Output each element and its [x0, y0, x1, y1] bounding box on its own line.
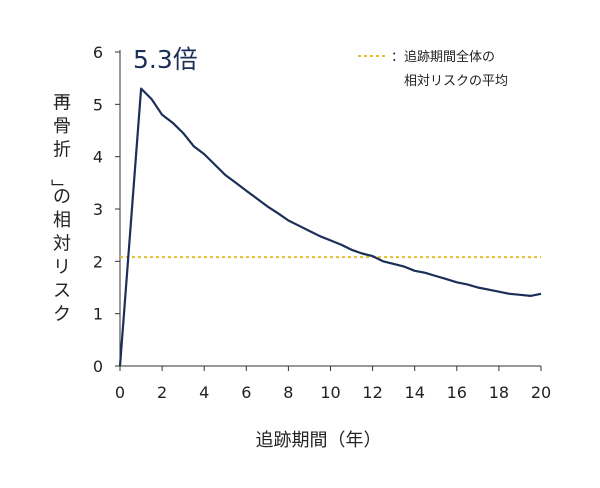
y-axis-title-char: の [53, 187, 71, 208]
x-tick-label: 6 [241, 383, 251, 402]
y-axis-title-char: 折 [53, 140, 71, 161]
x-tick-label: 14 [405, 383, 425, 402]
y-tick-label: 2 [93, 252, 103, 271]
y-axis-title-char: ク [53, 304, 71, 325]
x-tick-label: 2 [157, 383, 167, 402]
x-tick-label: 16 [447, 383, 467, 402]
x-tick-label: 8 [283, 383, 293, 402]
y-tick-label: 1 [93, 305, 103, 324]
x-tick-label: 10 [320, 383, 340, 402]
y-axis-title-char: 骨 [53, 116, 71, 137]
y-axis-title-char: 再 [53, 93, 71, 114]
y-axis-title-char: ス [53, 281, 71, 302]
peak-annotation: 5.3倍 [133, 45, 198, 74]
x-tick-label: 0 [115, 383, 125, 402]
series-layer [118, 87, 542, 367]
y-axis-title-char: 」 [48, 179, 69, 197]
y-tick-label: 4 [93, 148, 103, 167]
y-tick-label: 6 [93, 43, 103, 62]
y-tick-label: 3 [93, 200, 103, 219]
y-axis-title: 「再骨折」の相対リスク [48, 85, 71, 325]
y-axis-title-char: リ [53, 257, 71, 278]
axes [115, 50, 542, 371]
legend-line2: 相対リスクの平均 [404, 74, 508, 89]
y-tick-label: 0 [93, 357, 103, 376]
y-axis-title-char: 「 [48, 85, 69, 103]
x-tick-label: 12 [362, 383, 382, 402]
legend-line1: ：追跡期間全体の [391, 49, 495, 65]
x-tick-label: 20 [531, 383, 551, 402]
x-tick-label: 18 [489, 383, 509, 402]
y-tick-label: 5 [93, 95, 103, 114]
x-axis-title: 追跡期間（年） [256, 430, 382, 451]
relative-risk-series-line [118, 87, 542, 367]
y-axis-title-char: 対 [53, 234, 71, 255]
y-axis-title-char: 相 [53, 210, 71, 231]
x-tick-label: 4 [199, 383, 209, 402]
